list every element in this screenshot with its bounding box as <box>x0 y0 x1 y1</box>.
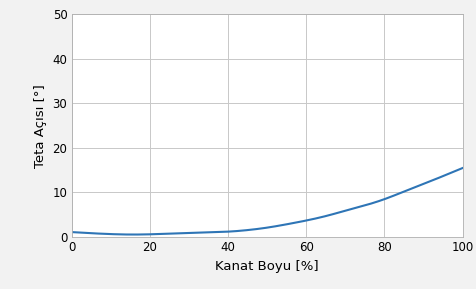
Y-axis label: Teta Açısı [°]: Teta Açısı [°] <box>34 84 47 168</box>
X-axis label: Kanat Boyu [%]: Kanat Boyu [%] <box>215 260 318 273</box>
